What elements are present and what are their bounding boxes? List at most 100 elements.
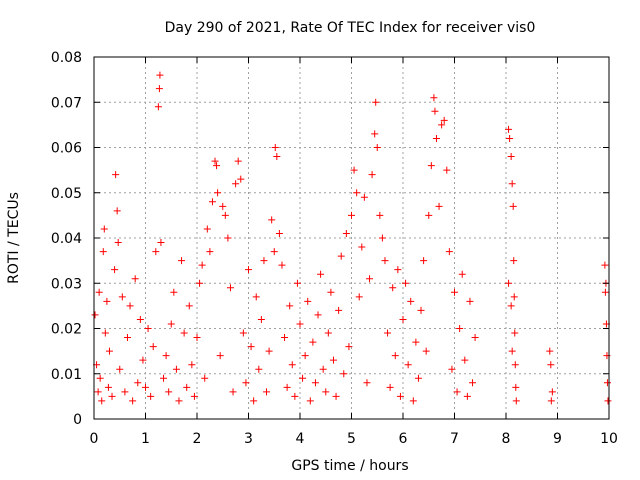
data-point <box>234 157 242 165</box>
data-point <box>378 234 386 242</box>
data-point <box>196 279 204 287</box>
data-point <box>160 374 168 382</box>
data-point <box>391 352 399 360</box>
data-point <box>332 392 340 400</box>
x-tick-label: 4 <box>296 431 305 447</box>
data-point <box>98 397 106 405</box>
data-point <box>414 374 422 382</box>
data-point <box>112 171 120 179</box>
data-point <box>422 347 430 355</box>
data-point <box>299 374 307 382</box>
data-point <box>288 361 296 369</box>
data-point <box>111 266 119 274</box>
data-point <box>268 216 276 224</box>
x-tick-label: 0 <box>90 431 99 447</box>
data-point <box>180 329 188 337</box>
data-point <box>245 266 252 274</box>
data-point <box>208 198 216 206</box>
data-point <box>275 229 283 237</box>
data-point <box>548 388 556 396</box>
data-point <box>469 379 477 387</box>
data-point <box>188 361 196 369</box>
data-point <box>337 252 345 260</box>
data-point <box>211 157 219 165</box>
data-point <box>131 275 139 283</box>
data-point <box>431 107 439 115</box>
y-tick-label: 0 <box>73 412 82 428</box>
x-axis-label: GPS time / hours <box>291 458 408 474</box>
data-point <box>201 374 209 382</box>
data-point <box>430 94 438 102</box>
data-point <box>458 270 466 278</box>
data-point <box>263 388 271 396</box>
data-point <box>366 275 374 283</box>
data-point <box>123 334 131 342</box>
data-point <box>242 379 250 387</box>
data-point <box>114 239 122 247</box>
data-point <box>603 379 611 387</box>
data-point <box>203 225 211 233</box>
data-point <box>286 302 294 310</box>
data-point <box>368 171 376 179</box>
data-point <box>198 261 206 269</box>
y-tick-label: 0.03 <box>51 276 82 292</box>
data-point <box>353 189 361 197</box>
data-point <box>363 379 371 387</box>
data-point <box>511 361 519 369</box>
data-point <box>324 329 332 337</box>
data-point <box>273 153 281 161</box>
data-point <box>399 315 407 323</box>
y-tick-label: 0.04 <box>51 231 82 247</box>
data-point <box>144 325 152 332</box>
x-axis-ticks: 0 1 2 3 4 5 6 7 8 9 10 <box>90 57 618 447</box>
data-point <box>438 121 446 129</box>
data-point <box>260 257 268 265</box>
data-point <box>448 365 456 373</box>
data-point <box>247 343 255 351</box>
x-tick-label: 7 <box>450 431 459 447</box>
data-point <box>291 392 299 400</box>
data-point <box>394 266 402 274</box>
data-point <box>165 388 173 396</box>
data-point <box>219 202 227 210</box>
data-point <box>252 293 260 301</box>
data-point <box>314 311 322 319</box>
data-point <box>152 248 160 256</box>
data-point <box>396 392 404 400</box>
data-point <box>278 261 286 269</box>
data-point <box>216 352 224 360</box>
data-point <box>226 284 234 292</box>
data-point <box>142 383 149 391</box>
data-point <box>116 365 124 373</box>
data-point <box>506 134 514 142</box>
data-point <box>304 297 312 305</box>
data-point <box>509 202 517 210</box>
data-point <box>417 306 425 314</box>
data-point <box>511 329 519 337</box>
data-point <box>512 397 520 405</box>
data-point <box>283 383 291 391</box>
data-point <box>508 347 516 355</box>
data-point <box>156 71 164 79</box>
data-point <box>214 189 222 197</box>
data-point <box>94 388 102 396</box>
data-point <box>270 248 278 256</box>
data-point <box>329 356 337 364</box>
data-point <box>149 343 157 351</box>
data-point <box>229 388 237 396</box>
data-point <box>461 356 469 364</box>
data-point <box>451 288 458 296</box>
x-tick-label: 5 <box>347 431 356 447</box>
data-point <box>162 352 170 360</box>
data-point <box>113 207 121 215</box>
chart-title: Day 290 of 2021, Rate Of TEC Index for r… <box>165 20 536 36</box>
data-point <box>505 125 513 133</box>
data-point <box>224 234 232 242</box>
data-point <box>604 397 612 405</box>
data-point <box>134 379 142 387</box>
data-point <box>463 392 471 400</box>
data-point <box>104 383 112 391</box>
data-point <box>432 134 440 142</box>
data-point <box>103 297 111 305</box>
data-point <box>376 211 384 219</box>
